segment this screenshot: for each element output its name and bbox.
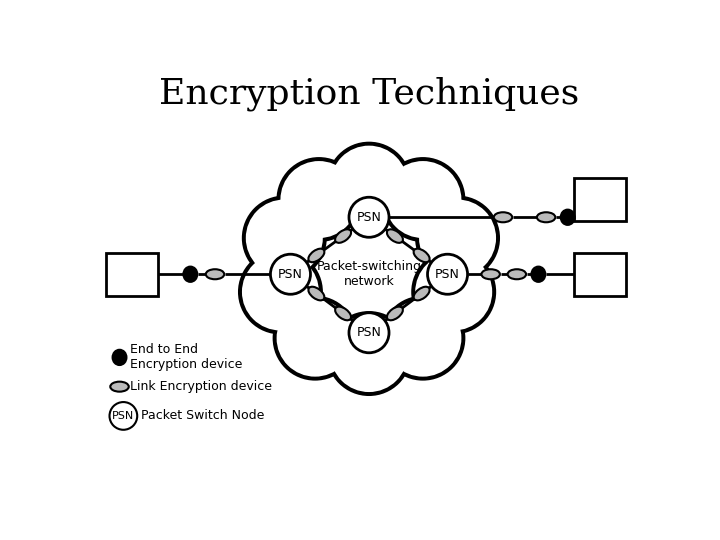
- Bar: [574, 253, 626, 296]
- Circle shape: [271, 254, 310, 294]
- Ellipse shape: [561, 210, 575, 225]
- Circle shape: [384, 161, 462, 238]
- Circle shape: [349, 197, 389, 237]
- Circle shape: [109, 402, 138, 430]
- Circle shape: [242, 253, 319, 330]
- Circle shape: [279, 159, 359, 240]
- Circle shape: [418, 198, 498, 278]
- Text: Encryption Techniques: Encryption Techniques: [159, 77, 579, 111]
- Ellipse shape: [508, 269, 526, 279]
- Ellipse shape: [184, 267, 197, 282]
- Bar: [574, 178, 626, 221]
- Ellipse shape: [413, 287, 430, 300]
- Circle shape: [383, 298, 463, 378]
- Text: PSN: PSN: [278, 268, 303, 281]
- Circle shape: [276, 300, 354, 377]
- Ellipse shape: [494, 212, 512, 222]
- Ellipse shape: [537, 212, 555, 222]
- Circle shape: [349, 313, 389, 353]
- Circle shape: [383, 159, 463, 240]
- Circle shape: [246, 200, 323, 276]
- Ellipse shape: [308, 248, 325, 262]
- Ellipse shape: [308, 287, 325, 300]
- Text: Packet Switch Node: Packet Switch Node: [141, 409, 264, 422]
- Circle shape: [414, 252, 494, 332]
- Text: PSN: PSN: [435, 268, 460, 281]
- Circle shape: [329, 314, 409, 394]
- Ellipse shape: [482, 269, 500, 279]
- Circle shape: [329, 144, 409, 224]
- Circle shape: [419, 200, 496, 276]
- Text: PSN: PSN: [112, 411, 135, 421]
- Ellipse shape: [413, 248, 430, 262]
- Circle shape: [330, 315, 408, 392]
- Circle shape: [384, 300, 462, 377]
- Text: End to End
Encryption device: End to End Encryption device: [130, 343, 243, 372]
- Circle shape: [428, 254, 467, 294]
- Ellipse shape: [387, 230, 403, 243]
- Ellipse shape: [206, 269, 224, 279]
- Text: Packet-switching
network: Packet-switching network: [317, 260, 421, 288]
- Ellipse shape: [335, 307, 351, 320]
- Text: Link Encryption device: Link Encryption device: [130, 380, 272, 393]
- Ellipse shape: [387, 307, 403, 320]
- Circle shape: [330, 146, 408, 222]
- Text: PSN: PSN: [356, 326, 382, 339]
- Circle shape: [415, 253, 492, 330]
- Ellipse shape: [335, 230, 351, 243]
- Text: PSN: PSN: [356, 211, 382, 224]
- Circle shape: [240, 252, 320, 332]
- Ellipse shape: [110, 382, 129, 392]
- Ellipse shape: [531, 267, 545, 282]
- Circle shape: [244, 198, 324, 278]
- Bar: [106, 253, 158, 296]
- Circle shape: [281, 161, 357, 238]
- Ellipse shape: [112, 350, 127, 365]
- Circle shape: [275, 298, 355, 378]
